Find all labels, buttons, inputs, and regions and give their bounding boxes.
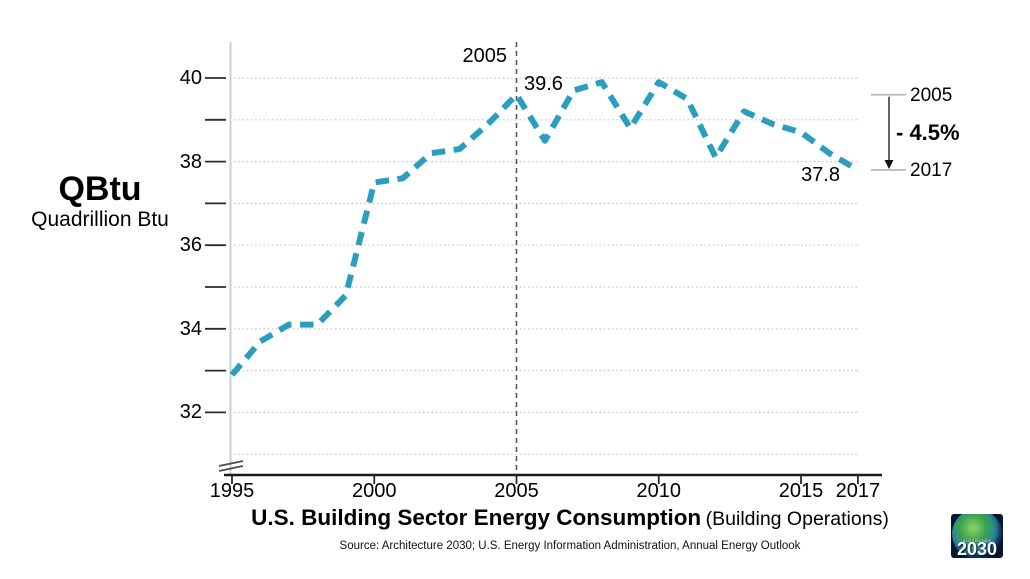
reference-line-year-label: 2005 <box>462 45 508 67</box>
energy-consumption-line <box>229 79 860 377</box>
change-arrow-head <box>884 159 894 169</box>
chart-title-main: U.S. Building Sector Energy Consumption <box>251 505 702 530</box>
y-axis-title: QBtu Quadrillion Btu <box>18 170 182 232</box>
x-tick-label: 2017 <box>835 480 881 502</box>
y-tick-label: 36 <box>179 234 202 257</box>
source-credit: Source: Architecture 2030; U.S. Energy I… <box>339 540 801 552</box>
axis-break-mark <box>218 460 244 467</box>
x-tick-label: 1995 <box>209 480 255 502</box>
y-axis-title-main: QBtu <box>58 170 142 208</box>
y-axis-title-sub: Quadrillion Btu <box>31 208 169 231</box>
axis-break-mark <box>218 465 244 472</box>
change-to-year-label: 2017 <box>910 160 953 181</box>
chart-title: U.S. Building Sector Energy Consumption … <box>90 505 1030 531</box>
change-from-year-label: 2005 <box>910 85 953 106</box>
x-tick-label: 2000 <box>352 480 397 502</box>
logo-year-text: 2030 <box>956 539 998 558</box>
value-callout-2005: 39.6 <box>524 73 563 95</box>
value-callout-2017: 37.8 <box>801 164 840 186</box>
y-tick-label: 32 <box>179 401 202 424</box>
x-tick-label: 2015 <box>778 480 824 502</box>
y-tick-label: 40 <box>179 67 202 89</box>
x-tick-label: 2010 <box>636 480 682 502</box>
globe-icon <box>952 514 1002 558</box>
logo-org-text: architecture <box>962 538 992 543</box>
chart-title-suffix: (Building Operations) <box>705 508 889 530</box>
change-percent-label: - 4.5% <box>896 120 960 145</box>
y-tick-label: 34 <box>179 317 202 340</box>
x-tick-label: 2005 <box>494 480 539 502</box>
y-tick-label: 38 <box>179 150 202 173</box>
architecture-2030-logo: architecture 2030 <box>951 514 1003 558</box>
